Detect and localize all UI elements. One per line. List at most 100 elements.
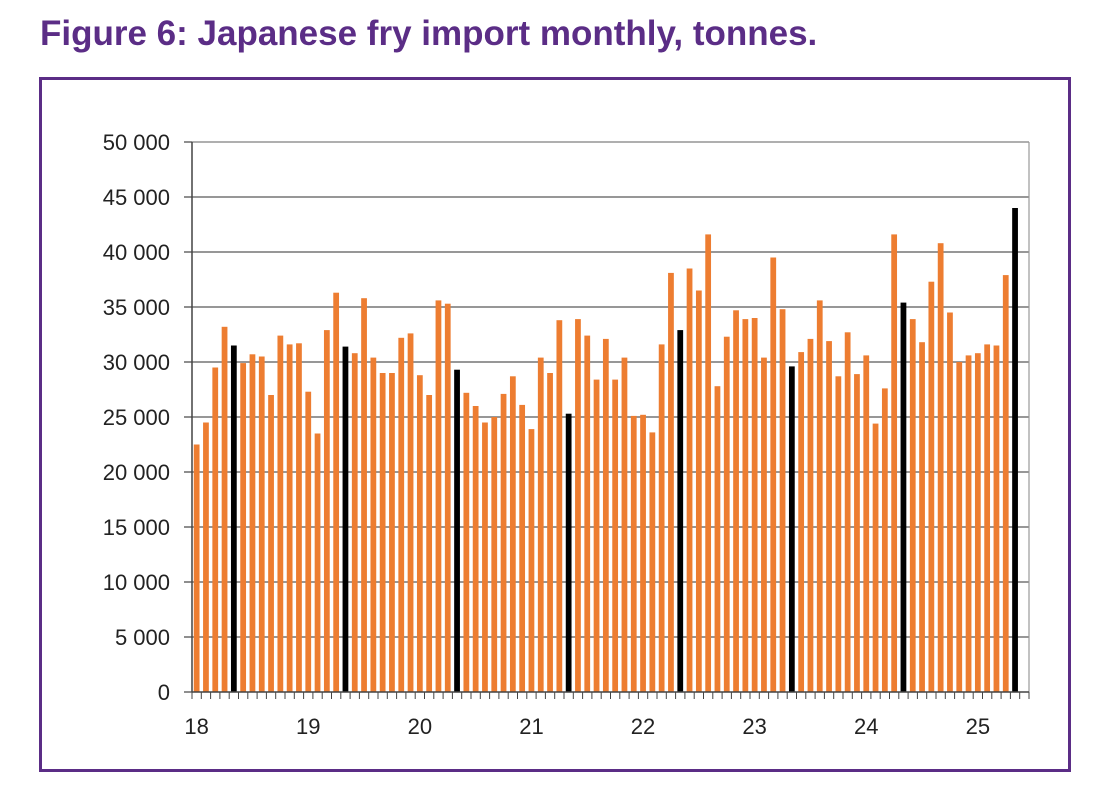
bar — [221, 326, 228, 692]
bar-highlight — [454, 369, 460, 692]
y-tick-label: 45 000 — [103, 185, 170, 210]
x-tick-label: 23 — [742, 714, 766, 739]
bar — [240, 363, 247, 692]
bar — [472, 406, 479, 692]
bar — [742, 319, 749, 692]
bar — [863, 355, 870, 692]
bar — [277, 335, 284, 692]
bar — [379, 373, 386, 692]
bar-highlight — [788, 366, 795, 692]
bar — [537, 357, 544, 692]
y-tick-label: 50 000 — [103, 130, 170, 155]
bar — [258, 356, 265, 692]
y-tick-label: 5 000 — [115, 625, 170, 650]
bar — [919, 342, 925, 692]
bar — [835, 376, 842, 692]
bar — [370, 357, 377, 692]
bar-highlight — [230, 345, 237, 692]
bar — [714, 386, 721, 692]
bar — [389, 373, 395, 692]
bar — [463, 392, 470, 692]
bar — [770, 257, 777, 692]
bar — [807, 338, 814, 692]
bar — [500, 393, 507, 692]
bar — [602, 338, 609, 692]
bar-chart: 0 5 000 10 000 15 000 20 000 25 000 30 000 35 0… — [103, 130, 1030, 739]
bar — [296, 343, 302, 692]
bar — [519, 404, 526, 692]
bar — [761, 357, 767, 692]
bar — [705, 234, 712, 692]
bar — [947, 312, 953, 692]
bar — [621, 357, 628, 692]
bar — [444, 303, 451, 692]
bar — [649, 432, 656, 692]
y-tick-label: 20 000 — [103, 460, 170, 485]
bar — [733, 310, 739, 692]
bar-highlight — [1012, 208, 1018, 692]
bar — [398, 337, 405, 692]
bar — [844, 332, 851, 692]
bar — [909, 319, 916, 692]
bar — [249, 354, 256, 692]
bar — [556, 320, 563, 692]
bar — [1002, 275, 1009, 692]
y-tick-label: 10 000 — [103, 570, 170, 595]
bar — [361, 298, 367, 692]
bar — [658, 344, 665, 692]
bar — [407, 333, 414, 692]
bar — [314, 433, 321, 692]
bar — [584, 335, 591, 692]
x-tick-label: 22 — [631, 714, 655, 739]
bar — [723, 336, 730, 692]
bar — [826, 341, 832, 692]
bar — [891, 234, 898, 692]
x-tick-label: 18 — [184, 714, 208, 739]
bar — [686, 268, 693, 692]
bar — [984, 344, 991, 692]
y-tick-label: 25 000 — [103, 405, 170, 430]
bar — [798, 352, 805, 692]
bar — [751, 318, 758, 692]
bar — [695, 290, 702, 692]
bar — [640, 414, 646, 692]
bar-highlight — [677, 330, 684, 692]
bar — [974, 353, 981, 692]
x-tick-label: 19 — [296, 714, 320, 739]
bar — [575, 319, 581, 692]
bar — [435, 300, 442, 692]
bar — [491, 417, 498, 692]
bar — [203, 422, 209, 692]
bar — [528, 429, 535, 692]
y-tick-label: 30 000 — [103, 350, 170, 375]
bar — [351, 353, 358, 692]
bar — [212, 367, 219, 692]
x-tick-label: 25 — [966, 714, 990, 739]
bar — [323, 330, 330, 692]
bar-highlight — [565, 413, 572, 692]
bar — [593, 379, 600, 692]
bar — [482, 422, 488, 692]
bar — [630, 415, 637, 692]
bar — [286, 344, 293, 692]
bar — [816, 300, 823, 692]
bar — [612, 379, 619, 692]
x-tick-label: 21 — [519, 714, 543, 739]
y-tick-label: 0 — [158, 680, 170, 705]
bar — [333, 292, 340, 692]
bar — [854, 374, 860, 692]
x-tick-label: 20 — [408, 714, 432, 739]
bar — [305, 391, 312, 692]
bar — [779, 309, 786, 692]
bar — [881, 388, 888, 692]
bar — [426, 395, 433, 692]
bar — [193, 444, 200, 692]
bar — [956, 362, 963, 692]
bar-highlight — [342, 346, 349, 692]
bar — [937, 243, 944, 692]
bar — [993, 345, 1000, 692]
bar — [872, 423, 879, 692]
chart-frame: 0 5 000 10 000 15 000 20 000 25 000 30 000 35 0… — [39, 77, 1071, 772]
bar — [416, 375, 423, 692]
bar-highlight — [900, 302, 907, 692]
